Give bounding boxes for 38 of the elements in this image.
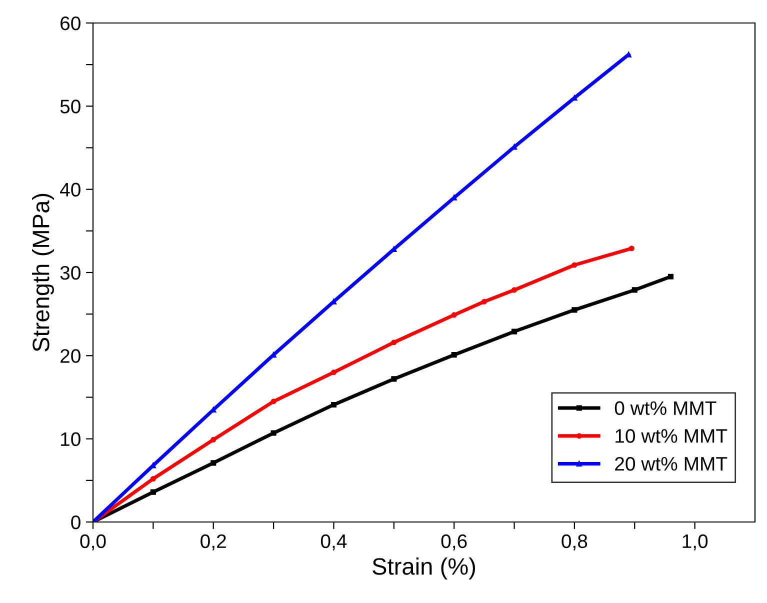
point [628, 246, 634, 252]
point [668, 274, 674, 280]
point [511, 328, 518, 334]
x-tick-label: 0,8 [562, 534, 588, 550]
point [451, 352, 457, 358]
point [632, 287, 638, 293]
point [330, 402, 337, 408]
y-tick-label: 40 [60, 182, 80, 197]
x-tick-label: 1,0 [682, 534, 708, 550]
point [481, 298, 487, 304]
point [511, 287, 518, 293]
point [270, 398, 276, 404]
y-tick-label: 30 [60, 266, 80, 280]
y-tick-label: 20 [60, 349, 80, 363]
y-tick-label: 60 [60, 16, 80, 30]
y-tick-label: 10 [61, 432, 80, 446]
x-tick-label: 0,2 [200, 534, 226, 550]
x-tick-label: 0,0 [80, 534, 106, 550]
point [210, 436, 216, 442]
point [150, 476, 156, 482]
y-tick-label: 0 [71, 515, 80, 530]
x-axis-title: Strain (%) [372, 557, 476, 580]
point [391, 340, 397, 346]
legend-label: 10 wt% MMT [616, 429, 728, 443]
point [270, 430, 276, 436]
y-axis-title: Strength (MPa) [32, 194, 54, 352]
point [572, 262, 578, 268]
x-tick-label: 0,4 [320, 534, 347, 550]
y-tick-label: 50 [60, 100, 80, 114]
point [391, 376, 397, 382]
point [330, 370, 337, 376]
legend-label: 20 wt% MMT [615, 456, 728, 471]
point [451, 312, 457, 318]
legend-label: 0 wt% MMT [614, 401, 716, 416]
point [572, 307, 578, 313]
point [210, 460, 216, 466]
point [150, 489, 156, 495]
x-tick-label: 0,6 [441, 534, 467, 550]
